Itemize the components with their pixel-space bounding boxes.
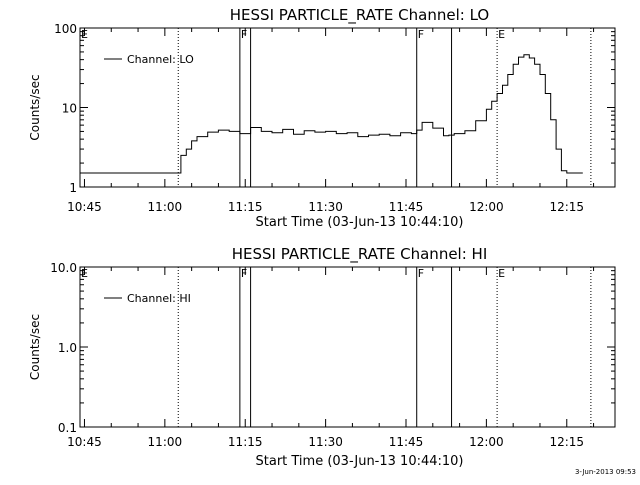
- chart-title: HESSI PARTICLE_RATE Channel: HI: [232, 245, 488, 264]
- lo-channel-panel: HESSI PARTICLE_RATE Channel: LO 1 10 100 Cou…: [28, 6, 616, 230]
- x-tick-label: 12:00: [469, 200, 504, 214]
- x-axis-label: Start Time (03-Jun-13 10:44:10): [256, 215, 464, 230]
- event-marker-label: F: [241, 267, 247, 280]
- rate-series-line: [80, 54, 583, 174]
- event-marker-label: F: [241, 28, 247, 41]
- chart-title: HESSI PARTICLE_RATE Channel: LO: [230, 6, 489, 25]
- plot-frame: [79, 27, 616, 188]
- event-marker-label: F: [418, 28, 424, 41]
- y-tick-label: 1.0: [58, 341, 77, 355]
- x-tick-label: 12:00: [469, 435, 504, 449]
- x-tick-label: 10:45: [67, 435, 102, 449]
- y-tick-label: 10: [62, 102, 77, 116]
- hi-channel-panel: HESSI PARTICLE_RATE Channel: HI 0.1 1.0 10.…: [28, 245, 616, 469]
- plot-frame: [79, 266, 616, 428]
- x-tick-label: 12:15: [549, 435, 584, 449]
- x-tick-label: 11:30: [308, 200, 343, 214]
- x-tick-label: 12:15: [549, 200, 584, 214]
- x-tick-label: 11:00: [148, 200, 183, 214]
- x-tick-label: 11:45: [389, 435, 424, 449]
- y-axis-label: Counts/sec: [28, 314, 42, 380]
- x-tick-label: 11:30: [308, 435, 343, 449]
- x-axis-label: Start Time (03-Jun-13 10:44:10): [256, 454, 464, 469]
- legend-label: Channel: LO: [127, 53, 194, 66]
- y-tick-label: 1: [69, 181, 77, 195]
- x-tick-label: 11:15: [228, 200, 263, 214]
- plot-timestamp: 3-Jun-2013 09:53: [575, 468, 636, 476]
- legend-label: Channel: HI: [127, 292, 191, 305]
- event-marker-label: E: [498, 267, 505, 280]
- x-tick-label: 11:45: [389, 200, 424, 214]
- y-axis-label: Counts/sec: [28, 74, 42, 140]
- x-tick-label: 11:15: [228, 435, 263, 449]
- x-tick-label: 11:00: [148, 435, 183, 449]
- event-marker-label: E: [81, 267, 88, 280]
- y-tick-label: 0.1: [58, 421, 77, 435]
- x-tick-label: 10:45: [67, 200, 102, 214]
- y-tick-label: 100: [54, 22, 77, 36]
- event-marker-label: E: [498, 28, 505, 41]
- y-tick-label: 10.0: [50, 261, 77, 275]
- event-marker-label: F: [418, 267, 424, 280]
- event-marker-label: E: [81, 28, 88, 41]
